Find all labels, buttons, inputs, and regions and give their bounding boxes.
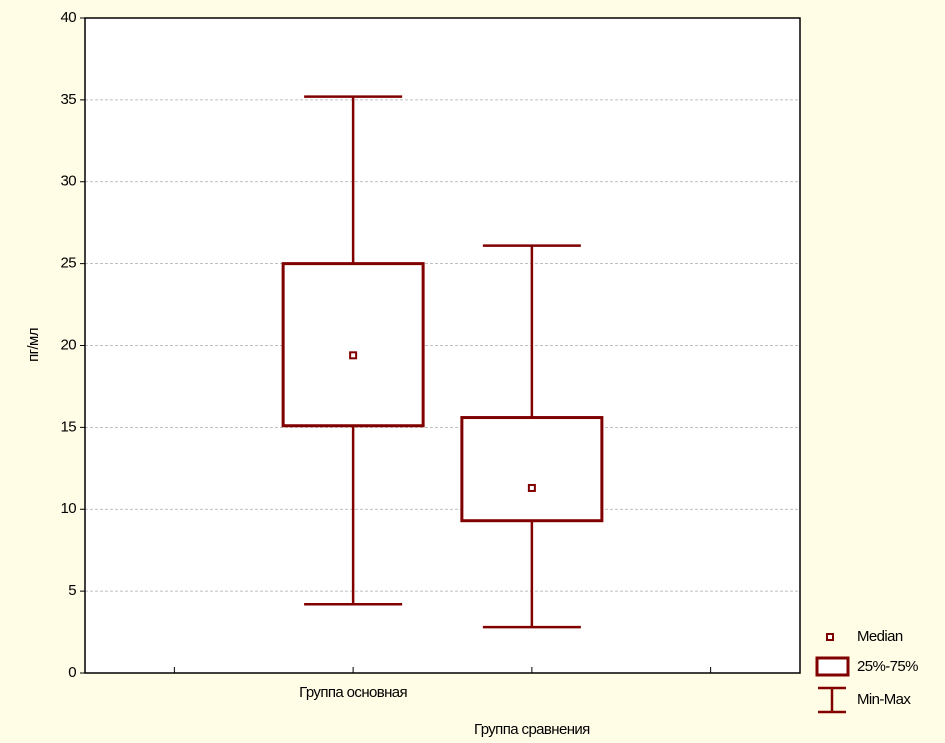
y-tick-label: 35 xyxy=(61,91,77,108)
x-tick-label: Группа основная xyxy=(299,684,407,701)
legend-median-icon xyxy=(826,633,834,641)
y-tick-label: 0 xyxy=(68,664,76,681)
y-tick-label: 25 xyxy=(61,255,77,272)
box xyxy=(281,262,425,428)
legend-box-icon xyxy=(815,656,850,677)
y-tick-label: 40 xyxy=(61,9,77,26)
y-tick-label: 30 xyxy=(61,173,77,190)
median-marker xyxy=(349,351,358,360)
x-tick-label: Группа сравнения xyxy=(474,721,590,738)
y-tick-label: 5 xyxy=(68,582,76,599)
y-tick-label: 15 xyxy=(61,418,77,435)
plot-frame xyxy=(84,17,801,674)
legend-label: Min-Max xyxy=(857,691,911,708)
legend-label: 25%-75% xyxy=(857,658,918,675)
y-axis-label: пг/мл xyxy=(25,328,42,362)
legend-label: Median xyxy=(857,628,903,645)
y-tick-label: 20 xyxy=(61,336,77,353)
y-tick-label: 10 xyxy=(61,500,77,517)
box xyxy=(460,416,604,523)
median-marker xyxy=(527,483,536,492)
